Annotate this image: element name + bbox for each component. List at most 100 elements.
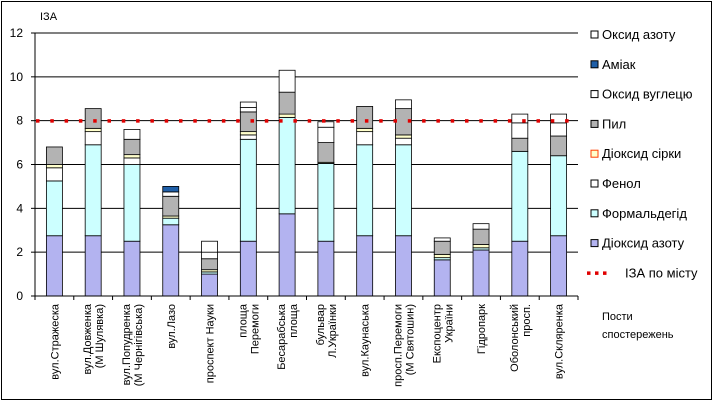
ref-line-dot (250, 119, 254, 123)
legend-label-4: Пил (602, 116, 626, 131)
bar-segment-4 (278, 113, 296, 118)
bar-segment-2 (162, 217, 180, 226)
ref-line-dot (50, 119, 54, 123)
category-label-8: бульвар (315, 304, 327, 345)
bar-segment-1 (201, 273, 218, 297)
category-labels: вул.Стражеска вул.Довженка (М Шулявка) вул.… (49, 303, 565, 387)
y-tick-10: 10 (10, 70, 24, 84)
legend-swatch-ref-dot (587, 271, 591, 275)
bar-segment-6 (201, 251, 218, 260)
x-axis-label-line-2: спостережень (602, 329, 674, 341)
bar-segment-8 (433, 237, 451, 242)
ref-line-dot (121, 119, 126, 123)
city-average-line (36, 119, 569, 123)
ref-line-dot (164, 119, 169, 123)
ref-line-dot (336, 119, 340, 123)
category-label-2: вул.Довженка (82, 303, 94, 374)
ref-line-dot (465, 119, 469, 123)
bar-segment-1 (162, 224, 180, 297)
ref-line-dot (207, 119, 212, 123)
x-axis-label-line-1: Пости (602, 311, 633, 323)
bar-segment-2 (317, 163, 335, 242)
bar-segment-2 (550, 155, 568, 237)
category-label-2: (М Шулявка) (94, 304, 106, 368)
ref-line-dot (450, 119, 455, 123)
bar-segment-3 (356, 131, 374, 146)
bar-segment-1 (123, 240, 141, 297)
ref-line-dot (436, 119, 440, 123)
ref-line-dot (479, 119, 483, 123)
category-label-8: Л.Українки (327, 304, 339, 358)
ref-line-dot (522, 119, 526, 123)
ref-line-dot (150, 119, 154, 123)
legend-swatch-2 (590, 60, 599, 69)
legend-swatch-3 (590, 90, 599, 99)
legend-swatch-1 (590, 30, 599, 39)
ref-line-dot (565, 119, 569, 123)
category-label-6: площа (237, 303, 249, 338)
ref-line-dot (393, 119, 397, 123)
y-tick-4: 4 (16, 201, 23, 215)
bar-segment-6 (239, 107, 257, 113)
category-label-3: вул.Попудренка (121, 303, 133, 385)
bar-segment-5 (511, 137, 529, 152)
legend-label-reference: ІЗА по місту (625, 265, 698, 280)
bar-segment-4 (395, 134, 412, 139)
y-tick-0: 0 (16, 289, 23, 303)
bar-segment-4 (123, 154, 141, 159)
ref-line-dot (493, 119, 498, 123)
ref-line-dot (236, 119, 240, 123)
bar-segment-1 (395, 235, 412, 297)
bar-segment-1 (550, 235, 568, 297)
bar-segment-5 (162, 195, 180, 217)
bar-segment-8 (278, 69, 296, 93)
bar-segment-8 (511, 113, 529, 124)
bar-segment-4 (84, 127, 102, 133)
bar-segment-5 (201, 258, 218, 271)
bar-segment-4 (472, 244, 490, 249)
legend-swatch-7 (590, 209, 599, 218)
ref-line-dot (221, 119, 226, 123)
ref-line-dot (107, 119, 111, 123)
legend-swatch-ref-dot (595, 271, 599, 275)
bar-segment-8 (317, 121, 335, 128)
bar-segment-1 (317, 240, 335, 297)
bar-segment-2 (356, 144, 374, 237)
bar-segment-8 (472, 223, 490, 230)
legend-label-7: Формальдегід (602, 206, 687, 221)
category-label-4: вул.Лазо (166, 304, 178, 349)
ref-line-dot (78, 119, 83, 123)
y-tick-12: 12 (10, 26, 24, 40)
bar-segment-5 (317, 142, 335, 163)
legend: Оксид азоту Аміак Оксид вуглецю Пил Діоксид … (587, 27, 698, 280)
category-label-10: (М Святошин) (404, 304, 416, 375)
bar-segment-1 (472, 249, 490, 297)
bars (45, 69, 568, 297)
bar-segment-5 (472, 228, 490, 245)
bar-segment-3 (239, 134, 257, 140)
ref-line-dot (279, 119, 283, 123)
bar-segment-1 (239, 240, 257, 297)
bar-segment-7 (162, 186, 180, 193)
legend-swatch-5 (590, 149, 599, 158)
bar-segment-4 (45, 164, 63, 169)
bar-segment-6 (317, 126, 335, 143)
y-tick-2: 2 (16, 245, 23, 259)
bar-segment-3 (395, 137, 412, 146)
bar-segment-1 (511, 240, 529, 297)
bar-segment-8 (201, 240, 218, 253)
axes (31, 32, 579, 300)
legend-swatch-4 (590, 119, 599, 128)
bar-segment-5 (278, 91, 296, 115)
bar-segment-2 (239, 138, 257, 242)
legend-swatch-8 (590, 239, 599, 248)
ref-line-dot (264, 119, 269, 123)
bar-segment-6 (511, 122, 529, 139)
category-label-6: Перемоги (249, 304, 261, 354)
ref-line-dot (64, 119, 69, 123)
bar-segment-5 (45, 146, 63, 165)
bar-segment-5 (433, 240, 451, 255)
bar-segment-6 (162, 191, 180, 197)
bar-segment-2 (511, 150, 529, 242)
category-label-9: вул.Каунаська (360, 303, 372, 377)
